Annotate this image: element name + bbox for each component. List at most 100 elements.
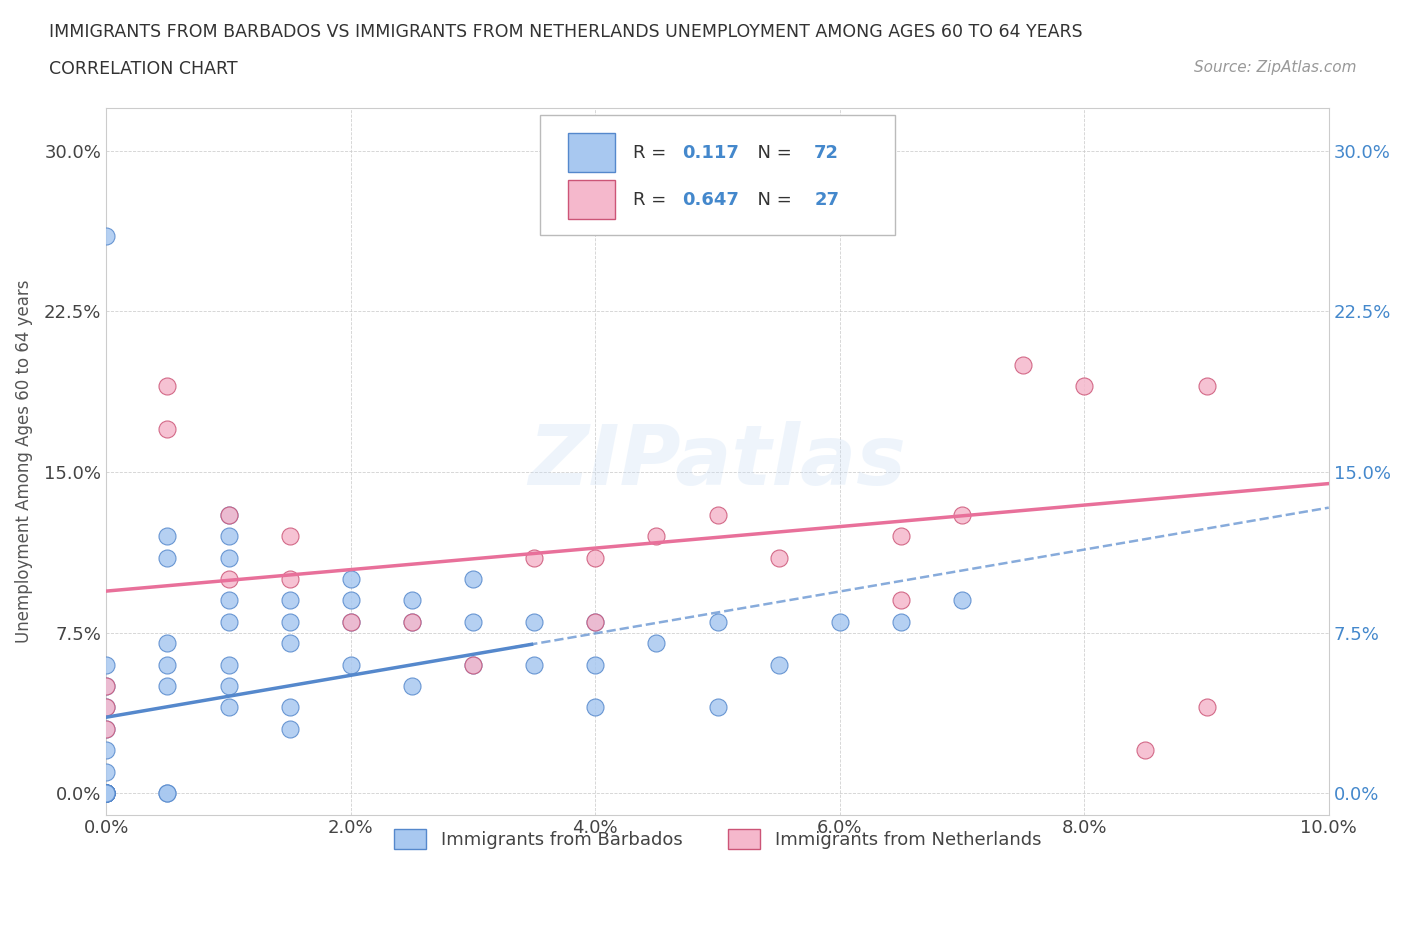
Text: 72: 72	[814, 143, 839, 162]
Point	[278, 700, 301, 715]
Text: N =: N =	[745, 191, 797, 209]
Text: 27: 27	[814, 191, 839, 209]
Point	[583, 615, 606, 630]
Point	[278, 593, 301, 608]
Point	[96, 679, 118, 694]
Point	[96, 786, 118, 801]
Point	[340, 658, 363, 672]
Point	[96, 786, 118, 801]
Point	[583, 658, 606, 672]
Point	[401, 593, 423, 608]
Point	[1195, 379, 1218, 393]
Point	[890, 529, 912, 544]
Point	[218, 679, 240, 694]
Point	[218, 593, 240, 608]
Point	[218, 700, 240, 715]
Point	[96, 786, 118, 801]
Legend: Immigrants from Barbados, Immigrants from Netherlands: Immigrants from Barbados, Immigrants fro…	[385, 819, 1050, 858]
Point	[96, 722, 118, 737]
Point	[950, 593, 973, 608]
Point	[218, 658, 240, 672]
Point	[156, 636, 179, 651]
Point	[890, 615, 912, 630]
Point	[645, 529, 668, 544]
Text: CORRELATION CHART: CORRELATION CHART	[49, 60, 238, 78]
Text: ZIPatlas: ZIPatlas	[529, 420, 907, 502]
Point	[340, 615, 363, 630]
Point	[156, 658, 179, 672]
Point	[156, 786, 179, 801]
Point	[645, 636, 668, 651]
Point	[96, 786, 118, 801]
Point	[96, 229, 118, 244]
Text: R =: R =	[633, 191, 672, 209]
Point	[583, 615, 606, 630]
Point	[96, 786, 118, 801]
Point	[218, 572, 240, 587]
Point	[278, 615, 301, 630]
Y-axis label: Unemployment Among Ages 60 to 64 years: Unemployment Among Ages 60 to 64 years	[15, 280, 32, 643]
Point	[1012, 357, 1035, 372]
Point	[706, 508, 728, 523]
Point	[340, 593, 363, 608]
Point	[96, 786, 118, 801]
FancyBboxPatch shape	[568, 133, 614, 172]
Point	[768, 551, 790, 565]
Point	[340, 572, 363, 587]
Point	[401, 615, 423, 630]
Point	[96, 700, 118, 715]
Point	[401, 679, 423, 694]
Point	[96, 700, 118, 715]
Point	[218, 615, 240, 630]
Point	[156, 786, 179, 801]
Point	[523, 615, 546, 630]
Point	[96, 764, 118, 779]
Point	[96, 658, 118, 672]
Point	[96, 786, 118, 801]
Point	[96, 786, 118, 801]
Point	[768, 658, 790, 672]
Text: 0.647: 0.647	[682, 191, 740, 209]
Point	[96, 786, 118, 801]
Point	[96, 786, 118, 801]
Point	[706, 700, 728, 715]
Point	[96, 722, 118, 737]
Point	[96, 786, 118, 801]
Point	[96, 786, 118, 801]
Point	[523, 658, 546, 672]
Point	[583, 551, 606, 565]
Point	[218, 508, 240, 523]
Point	[828, 615, 851, 630]
Point	[96, 786, 118, 801]
Point	[218, 508, 240, 523]
Point	[706, 615, 728, 630]
Point	[340, 615, 363, 630]
Point	[1135, 743, 1157, 758]
Point	[461, 658, 484, 672]
Point	[401, 615, 423, 630]
Point	[1073, 379, 1095, 393]
Point	[156, 421, 179, 436]
Point	[218, 551, 240, 565]
Point	[278, 636, 301, 651]
Point	[96, 786, 118, 801]
Point	[96, 743, 118, 758]
Point	[523, 551, 546, 565]
Point	[96, 786, 118, 801]
Point	[96, 786, 118, 801]
Point	[156, 551, 179, 565]
Point	[828, 143, 851, 158]
Point	[278, 722, 301, 737]
Point	[96, 786, 118, 801]
Point	[96, 786, 118, 801]
Point	[278, 572, 301, 587]
Point	[950, 508, 973, 523]
Point	[156, 379, 179, 393]
Point	[156, 529, 179, 544]
Text: N =: N =	[745, 143, 797, 162]
Point	[583, 700, 606, 715]
Point	[278, 529, 301, 544]
Point	[1195, 700, 1218, 715]
FancyBboxPatch shape	[540, 115, 894, 235]
Point	[461, 615, 484, 630]
